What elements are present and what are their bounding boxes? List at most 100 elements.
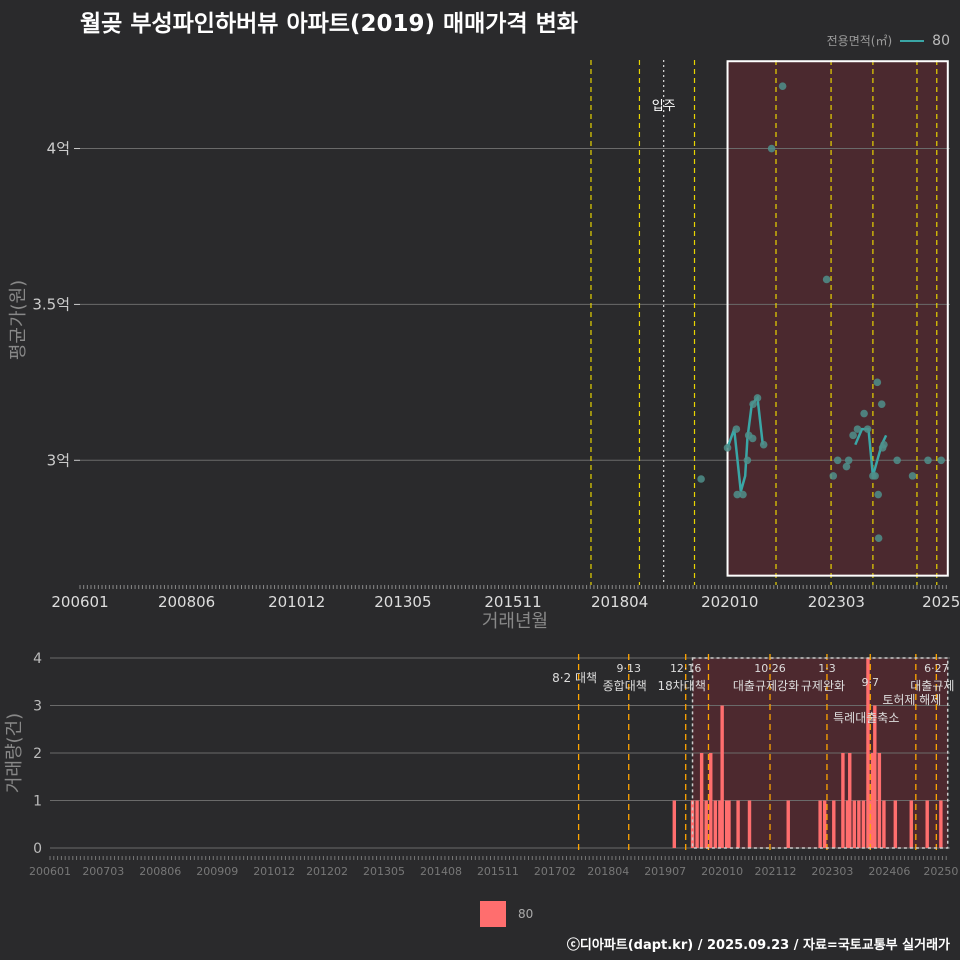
data-point <box>844 456 853 465</box>
x-tick-label: 201511 <box>477 865 519 878</box>
x-tick-label: 202303 <box>808 593 865 611</box>
x-tick-label: 202406 <box>868 865 910 878</box>
data-point <box>873 378 882 387</box>
volume-bar <box>852 800 857 848</box>
data-point <box>860 409 868 418</box>
volume-bar <box>861 800 866 848</box>
x-tick-label: 201202 <box>306 865 348 878</box>
volume-bar <box>699 753 704 848</box>
policy-name-label: 특례대출축소 <box>833 711 899 725</box>
data-point <box>749 400 757 408</box>
highlight-region <box>727 61 948 576</box>
volume-bar <box>747 800 752 848</box>
volume-bar <box>709 753 713 848</box>
move-in-label: 입주 <box>652 99 676 114</box>
y-tick-label: 3 <box>33 699 42 715</box>
volume-bar <box>848 753 852 848</box>
policy-date-label: 9·7 <box>862 676 880 689</box>
volume-bar <box>672 800 677 848</box>
policy-date-label: 1·3 <box>818 662 836 675</box>
policy-name-label: 대출규제강화 <box>733 679 799 693</box>
data-point <box>767 144 776 153</box>
x-tick-label: 201012 <box>253 865 295 878</box>
legend-value: 80 <box>932 32 950 49</box>
volume-bar <box>893 800 898 848</box>
price-chart: 3억 3.5억 4억 입주 200601 200806 201012 201305 201511… <box>8 60 960 632</box>
data-point <box>853 425 862 433</box>
policy-date-label: 6·27 <box>924 662 949 675</box>
y-axis-title: 거래량(건) <box>4 713 25 793</box>
legend-top: 전용면적(㎡) 80 <box>827 32 950 49</box>
policy-name-label: 규제완화 <box>801 679 845 693</box>
volume-bar <box>866 658 870 848</box>
x-tick-label: 201305 <box>374 593 431 611</box>
volume-bar <box>925 800 929 848</box>
y-tick-label: 3.5억 <box>32 295 70 313</box>
data-point <box>739 490 747 499</box>
x-tick-label: 202010 <box>701 865 743 878</box>
data-point <box>697 475 705 483</box>
policy-name-label: 토허제 해제 <box>882 693 941 707</box>
x-tick-label: 201702 <box>534 865 576 878</box>
x-tick-label: 202303 <box>811 865 853 878</box>
data-point <box>753 394 762 402</box>
data-point <box>937 456 945 465</box>
data-point <box>842 462 851 471</box>
x-axis-title: 거래년월 <box>482 611 548 632</box>
volume-bar <box>786 800 790 848</box>
x-tick-label: 200806 <box>158 593 215 611</box>
data-point <box>748 434 757 443</box>
volume-bar <box>822 800 827 848</box>
volume-bar <box>720 705 724 848</box>
data-point <box>759 440 768 449</box>
y-tick-label: 0 <box>33 841 42 857</box>
x-tick-label: 202112 <box>754 865 796 878</box>
x-tick-label: 201511 <box>484 593 541 611</box>
x-tick-label: 201907 <box>644 865 686 878</box>
volume-bar <box>727 800 731 848</box>
data-point <box>893 456 901 465</box>
data-point <box>874 534 883 543</box>
data-point <box>874 490 882 499</box>
y-tick-label: 4억 <box>47 140 70 158</box>
data-point <box>829 472 838 480</box>
volume-chart: 0 1 2 3 4 8·2 대책 9·13 종합대책 12·16 18차대책 10·26 대출규제강화… <box>4 651 958 878</box>
volume-bar <box>939 800 943 848</box>
data-point <box>863 425 872 433</box>
y-tick-label: 2 <box>33 746 42 762</box>
data-point <box>833 456 842 465</box>
volume-bar <box>695 800 699 848</box>
data-point <box>778 82 787 90</box>
volume-bar <box>725 800 729 848</box>
x-tick-label: 200601 <box>51 593 108 611</box>
data-point <box>880 440 888 449</box>
volume-bar <box>877 753 882 848</box>
data-point <box>723 444 732 452</box>
legend-title: 전용면적(㎡) <box>826 34 893 48</box>
y-axis-title: 평균가(원) <box>8 280 29 360</box>
volume-bar <box>713 800 718 848</box>
highlight-border <box>726 60 949 577</box>
policy-date-label: 10·26 <box>754 662 786 675</box>
volume-bar <box>870 753 875 848</box>
policy-name-label: 대출규제 <box>910 679 954 693</box>
x-tick-label: 202010 <box>701 593 758 611</box>
legend-bottom: 80 <box>480 901 533 927</box>
policy-date-label: 9·13 <box>616 662 641 675</box>
data-point <box>732 425 741 433</box>
data-point <box>924 456 932 465</box>
x-tick-label: 200601 <box>29 865 71 878</box>
data-point <box>743 456 752 465</box>
x-tick-label: 2025 <box>922 593 960 611</box>
data-point <box>822 275 831 284</box>
data-point <box>877 400 886 408</box>
x-tick-label: 201804 <box>587 865 629 878</box>
volume-bar <box>690 800 695 848</box>
volume-bar <box>718 800 722 848</box>
chart-title: 월곶 부성파인하버뷰 아파트(2019) 매매가격 변화 <box>80 11 578 37</box>
volume-bar <box>841 753 845 848</box>
x-tick-label: 201408 <box>420 865 462 878</box>
legend-bar-swatch <box>480 901 506 927</box>
volume-bar <box>845 800 850 848</box>
x-tick-label: 200806 <box>139 865 181 878</box>
